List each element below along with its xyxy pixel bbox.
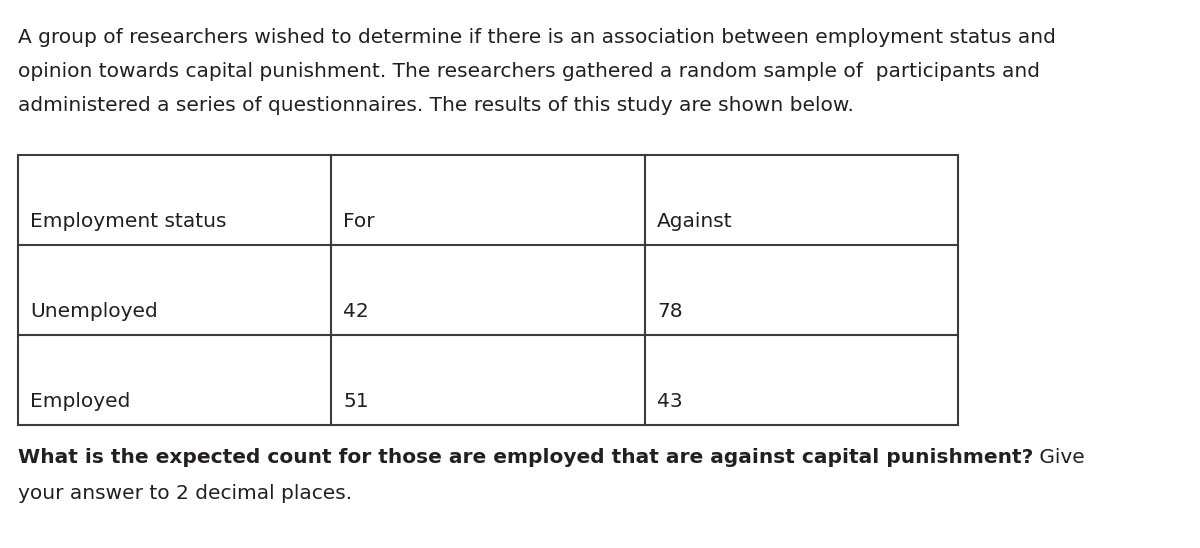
Text: opinion towards capital punishment. The researchers gathered a random sample of : opinion towards capital punishment. The … bbox=[18, 62, 1040, 81]
Text: For: For bbox=[343, 212, 374, 231]
Text: administered a series of questionnaires. The results of this study are shown bel: administered a series of questionnaires.… bbox=[18, 96, 854, 115]
Text: What is the expected count for those are employed that are against capital punis: What is the expected count for those are… bbox=[18, 448, 1033, 467]
Text: 43: 43 bbox=[656, 392, 683, 411]
Text: A group of researchers wished to determine if there is an association between em: A group of researchers wished to determi… bbox=[18, 28, 1056, 47]
Bar bbox=[18, 155, 958, 425]
Text: Against: Against bbox=[656, 212, 733, 231]
Text: Employed: Employed bbox=[30, 392, 131, 411]
Text: Employment status: Employment status bbox=[30, 212, 227, 231]
Text: Unemployed: Unemployed bbox=[30, 302, 157, 321]
Text: your answer to 2 decimal places.: your answer to 2 decimal places. bbox=[18, 484, 352, 503]
Text: 78: 78 bbox=[656, 302, 683, 321]
Text: Give: Give bbox=[1033, 448, 1085, 467]
Text: 42: 42 bbox=[343, 302, 368, 321]
Text: 51: 51 bbox=[343, 392, 368, 411]
